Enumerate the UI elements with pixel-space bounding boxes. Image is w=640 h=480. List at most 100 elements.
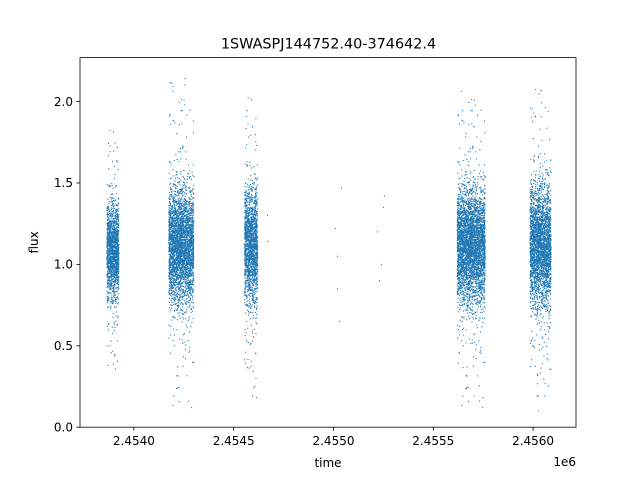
- data-point: [109, 243, 111, 245]
- data-point: [117, 293, 119, 295]
- data-point: [184, 183, 186, 185]
- data-point: [185, 189, 187, 191]
- data-point: [174, 222, 176, 225]
- data-point: [192, 310, 194, 312]
- data-point: [111, 281, 113, 283]
- data-point: [175, 184, 177, 187]
- data-point: [109, 235, 111, 237]
- data-point: [115, 267, 118, 269]
- data-point: [187, 257, 190, 260]
- data-point: [191, 242, 193, 244]
- data-point: [187, 246, 189, 249]
- data-point: [112, 197, 114, 199]
- data-point: [110, 207, 112, 209]
- data-point: [111, 299, 113, 301]
- data-point: [179, 261, 181, 263]
- data-point: [180, 173, 182, 175]
- data-point: [113, 227, 115, 229]
- data-point: [188, 255, 190, 257]
- data-point: [182, 272, 184, 274]
- data-point: [177, 228, 180, 231]
- data-point: [177, 210, 179, 212]
- data-point: [184, 204, 186, 207]
- data-point: [181, 123, 183, 125]
- data-point: [110, 252, 112, 255]
- data-point: [181, 289, 183, 291]
- data-point: [174, 266, 176, 269]
- data-point: [183, 270, 185, 273]
- data-point: [109, 237, 111, 239]
- data-point: [189, 237, 191, 239]
- data-point: [192, 278, 195, 280]
- data-point: [175, 243, 177, 245]
- data-point: [180, 289, 182, 291]
- data-point: [176, 232, 178, 234]
- data-point: [176, 258, 178, 260]
- data-point: [175, 200, 178, 203]
- data-point: [190, 262, 192, 264]
- data-point: [114, 273, 116, 275]
- data-point: [184, 240, 187, 242]
- data-point: [113, 284, 115, 286]
- data-point: [190, 205, 192, 207]
- data-point: [183, 245, 186, 247]
- data-point: [188, 248, 191, 250]
- data-point: [189, 214, 192, 217]
- data-point: [179, 338, 181, 340]
- data-point: [190, 289, 192, 291]
- data-point: [189, 246, 191, 249]
- data-point: [106, 227, 108, 229]
- data-point: [183, 256, 185, 259]
- data-point: [107, 215, 109, 217]
- data-point: [110, 276, 112, 279]
- data-point: [191, 235, 193, 237]
- data-point: [181, 316, 183, 319]
- data-point: [108, 275, 110, 277]
- data-point: [173, 275, 175, 277]
- data-point: [182, 255, 184, 257]
- data-point: [107, 296, 109, 298]
- data-point: [110, 243, 112, 245]
- data-point: [186, 235, 188, 237]
- data-point: [107, 261, 109, 263]
- data-point: [111, 269, 113, 271]
- data-point: [106, 218, 108, 221]
- data-point: [108, 221, 110, 223]
- data-point: [114, 353, 116, 356]
- data-point: [182, 224, 184, 227]
- data-point: [191, 212, 193, 214]
- data-point: [108, 291, 110, 294]
- data-point: [184, 195, 187, 198]
- data-point: [185, 289, 187, 291]
- data-point: [173, 277, 175, 280]
- data-point: [181, 259, 184, 262]
- data-point: [181, 292, 184, 294]
- data-point: [189, 260, 191, 263]
- data-point: [110, 220, 112, 222]
- data-point: [190, 191, 192, 193]
- data-point: [189, 279, 191, 281]
- data-point: [172, 246, 174, 249]
- data-point: [182, 295, 184, 297]
- data-point: [178, 400, 180, 403]
- data-point: [188, 201, 190, 203]
- data-point: [176, 194, 178, 197]
- data-point: [181, 202, 183, 205]
- data-point: [113, 241, 115, 243]
- data-point: [182, 286, 185, 288]
- data-point: [184, 286, 186, 289]
- data-point: [185, 259, 187, 261]
- data-point: [185, 324, 187, 326]
- data-point: [185, 219, 187, 221]
- data-point: [186, 308, 188, 310]
- data-point: [190, 288, 192, 290]
- data-point: [117, 236, 119, 238]
- data-point: [117, 302, 119, 304]
- data-point: [171, 219, 173, 221]
- data-point: [110, 300, 112, 303]
- data-point: [113, 224, 115, 227]
- data-point: [170, 325, 172, 327]
- data-point: [190, 239, 192, 241]
- data-point: [185, 244, 187, 246]
- data-point: [113, 177, 116, 179]
